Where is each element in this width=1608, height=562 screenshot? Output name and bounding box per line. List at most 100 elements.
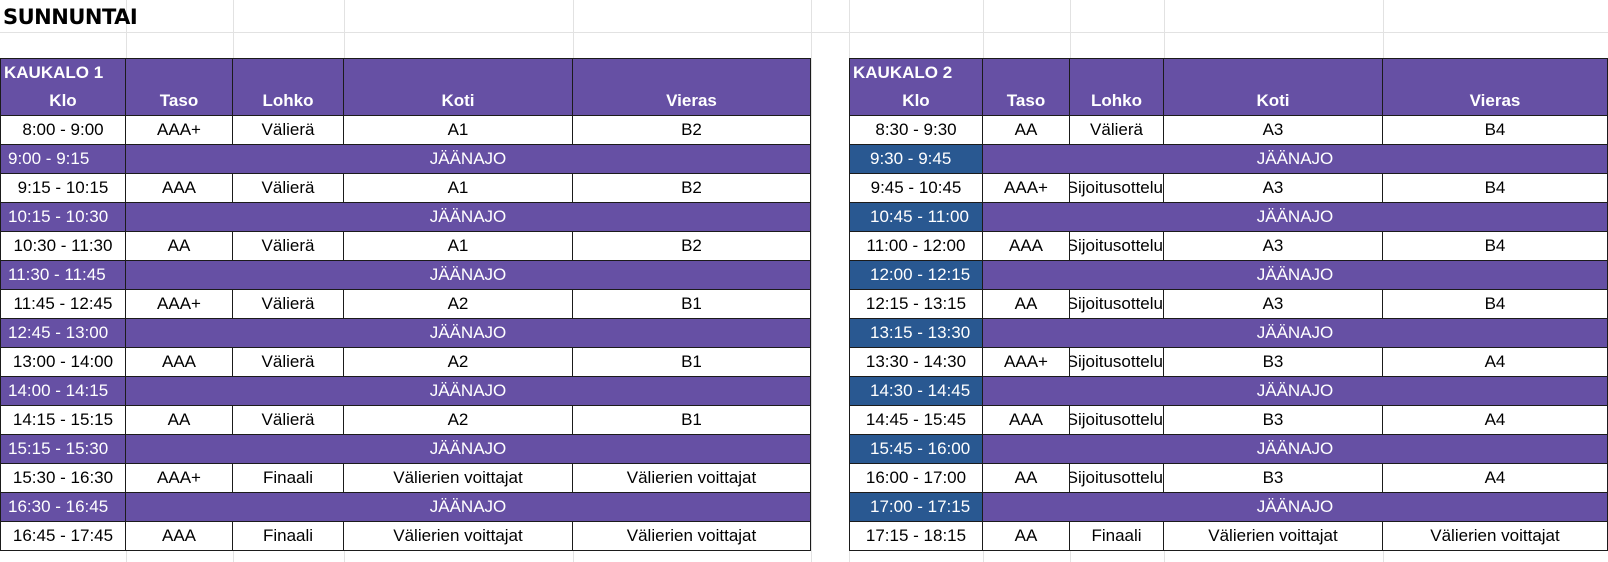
break-label-cell[interactable]: JÄÄNAJO xyxy=(126,203,811,231)
home-cell[interactable]: A3 xyxy=(1164,174,1383,202)
home-cell[interactable]: B3 xyxy=(1164,348,1383,376)
time-cell[interactable]: 8:00 - 9:00 xyxy=(0,116,126,144)
title-blank-cell[interactable] xyxy=(344,59,573,87)
home-cell[interactable]: Välierien voittajat xyxy=(1164,522,1383,550)
away-cell[interactable]: A4 xyxy=(1383,348,1608,376)
title-blank-cell[interactable] xyxy=(983,59,1070,87)
level-cell[interactable]: AA xyxy=(126,232,233,260)
away-cell[interactable]: B1 xyxy=(573,348,811,376)
home-cell[interactable]: A3 xyxy=(1164,116,1383,144)
break-label-cell[interactable]: JÄÄNAJO xyxy=(126,377,811,405)
group-cell[interactable]: Välierä xyxy=(1070,116,1164,144)
time-cell[interactable]: 8:30 - 9:30 xyxy=(849,116,983,144)
level-cell[interactable]: AAA xyxy=(126,522,233,550)
level-cell[interactable]: AAA xyxy=(983,232,1070,260)
break-label-cell[interactable]: JÄÄNAJO xyxy=(126,145,811,173)
away-cell[interactable]: B4 xyxy=(1383,116,1608,144)
time-cell[interactable]: 10:30 - 11:30 xyxy=(0,232,126,260)
away-cell[interactable]: B2 xyxy=(573,116,811,144)
level-cell[interactable]: AA xyxy=(983,290,1070,318)
away-cell[interactable]: B1 xyxy=(573,290,811,318)
break-label-cell[interactable]: JÄÄNAJO xyxy=(126,319,811,347)
level-cell[interactable]: AAA+ xyxy=(983,174,1070,202)
column-header-level[interactable]: Taso xyxy=(983,87,1070,115)
break-label-cell[interactable]: JÄÄNAJO xyxy=(126,435,811,463)
away-cell[interactable]: B1 xyxy=(573,406,811,434)
time-cell[interactable]: 9:45 - 10:45 xyxy=(849,174,983,202)
group-cell[interactable]: Välierä xyxy=(233,290,344,318)
time-cell[interactable]: 16:45 - 17:45 xyxy=(0,522,126,550)
title-blank-cell[interactable] xyxy=(1070,59,1164,87)
home-cell[interactable]: A2 xyxy=(344,290,573,318)
group-cell[interactable]: Finaali xyxy=(1070,522,1164,550)
break-time-cell[interactable]: 9:00 - 9:15 xyxy=(0,145,126,173)
break-time-cell[interactable]: 10:15 - 10:30 xyxy=(0,203,126,231)
time-cell[interactable]: 13:30 - 14:30 xyxy=(849,348,983,376)
title-blank-cell[interactable] xyxy=(233,59,344,87)
break-time-cell[interactable]: 14:30 - 14:45 xyxy=(849,377,983,405)
break-label-cell[interactable]: JÄÄNAJO xyxy=(126,493,811,521)
break-label-cell[interactable]: JÄÄNAJO xyxy=(983,261,1608,289)
home-cell[interactable]: A2 xyxy=(344,406,573,434)
group-cell[interactable]: Välierä xyxy=(233,406,344,434)
rink-title[interactable]: KAUKALO 2 xyxy=(849,59,983,87)
time-cell[interactable]: 17:15 - 18:15 xyxy=(849,522,983,550)
home-cell[interactable]: Välierien voittajat xyxy=(344,464,573,492)
column-header-away[interactable]: Vieras xyxy=(573,87,811,115)
break-label-cell[interactable]: JÄÄNAJO xyxy=(983,203,1608,231)
level-cell[interactable]: AA xyxy=(983,522,1070,550)
break-label-cell[interactable]: JÄÄNAJO xyxy=(126,261,811,289)
column-header-home[interactable]: Koti xyxy=(344,87,573,115)
time-cell[interactable]: 13:00 - 14:00 xyxy=(0,348,126,376)
time-cell[interactable]: 16:00 - 17:00 xyxy=(849,464,983,492)
level-cell[interactable]: AAA+ xyxy=(983,348,1070,376)
time-cell[interactable]: 15:30 - 16:30 xyxy=(0,464,126,492)
group-cell[interactable]: Sijoitusottelu xyxy=(1070,290,1164,318)
break-time-cell[interactable]: 14:00 - 14:15 xyxy=(0,377,126,405)
level-cell[interactable]: AAA xyxy=(126,174,233,202)
break-time-cell[interactable]: 15:45 - 16:00 xyxy=(849,435,983,463)
group-cell[interactable]: Sijoitusottelu xyxy=(1070,406,1164,434)
home-cell[interactable]: A3 xyxy=(1164,232,1383,260)
break-time-cell[interactable]: 12:45 - 13:00 xyxy=(0,319,126,347)
away-cell[interactable]: B4 xyxy=(1383,232,1608,260)
rink-title[interactable]: KAUKALO 1 xyxy=(0,59,126,87)
level-cell[interactable]: AA xyxy=(983,464,1070,492)
level-cell[interactable]: AAA+ xyxy=(126,116,233,144)
break-label-cell[interactable]: JÄÄNAJO xyxy=(983,493,1608,521)
home-cell[interactable]: A1 xyxy=(344,232,573,260)
away-cell[interactable]: A4 xyxy=(1383,406,1608,434)
title-blank-cell[interactable] xyxy=(1383,59,1608,87)
group-cell[interactable]: Välierä xyxy=(233,232,344,260)
group-cell[interactable]: Sijoitusottelu xyxy=(1070,464,1164,492)
time-cell[interactable]: 11:45 - 12:45 xyxy=(0,290,126,318)
group-cell[interactable]: Sijoitusottelu xyxy=(1070,232,1164,260)
break-time-cell[interactable]: 9:30 - 9:45 xyxy=(849,145,983,173)
time-cell[interactable]: 9:15 - 10:15 xyxy=(0,174,126,202)
level-cell[interactable]: AA xyxy=(983,116,1070,144)
break-label-cell[interactable]: JÄÄNAJO xyxy=(983,319,1608,347)
break-time-cell[interactable]: 12:00 - 12:15 xyxy=(849,261,983,289)
title-blank-cell[interactable] xyxy=(126,59,233,87)
home-cell[interactable]: Välierien voittajat xyxy=(344,522,573,550)
break-time-cell[interactable]: 11:30 - 11:45 xyxy=(0,261,126,289)
column-header-level[interactable]: Taso xyxy=(126,87,233,115)
break-time-cell[interactable]: 16:30 - 16:45 xyxy=(0,493,126,521)
away-cell[interactable]: B2 xyxy=(573,232,811,260)
column-header-time[interactable]: Klo xyxy=(0,87,126,115)
home-cell[interactable]: A1 xyxy=(344,174,573,202)
level-cell[interactable]: AA xyxy=(126,406,233,434)
group-cell[interactable]: Sijoitusottelu xyxy=(1070,348,1164,376)
away-cell[interactable]: B4 xyxy=(1383,290,1608,318)
group-cell[interactable]: Välierä xyxy=(233,348,344,376)
title-blank-cell[interactable] xyxy=(1164,59,1383,87)
time-cell[interactable]: 12:15 - 13:15 xyxy=(849,290,983,318)
home-cell[interactable]: B3 xyxy=(1164,464,1383,492)
home-cell[interactable]: A2 xyxy=(344,348,573,376)
group-cell[interactable]: Välierä xyxy=(233,174,344,202)
away-cell[interactable]: A4 xyxy=(1383,464,1608,492)
away-cell[interactable]: Välierien voittajat xyxy=(1383,522,1608,550)
break-time-cell[interactable]: 17:00 - 17:15 xyxy=(849,493,983,521)
group-cell[interactable]: Finaali xyxy=(233,464,344,492)
break-time-cell[interactable]: 13:15 - 13:30 xyxy=(849,319,983,347)
